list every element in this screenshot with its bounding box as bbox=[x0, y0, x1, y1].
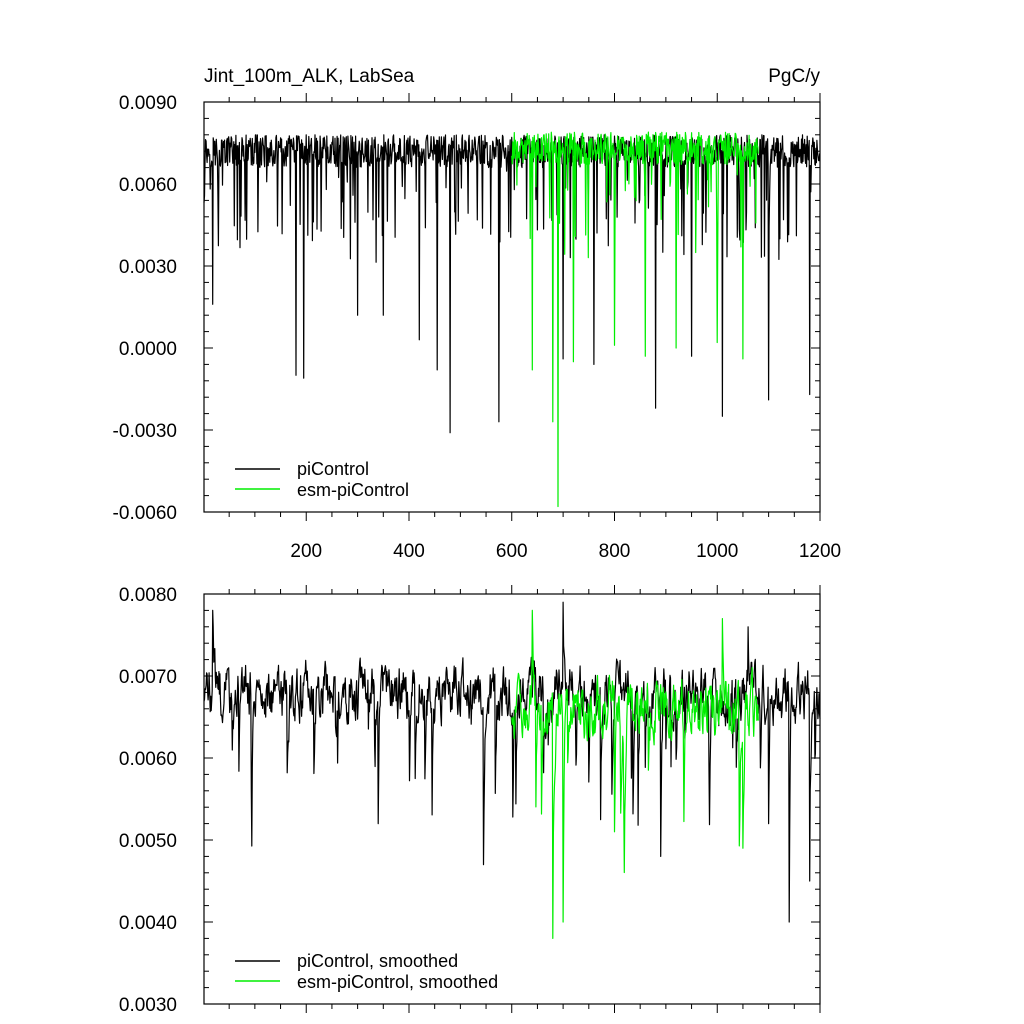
top-panel-series bbox=[203, 131, 821, 508]
x-tick-label: 200 bbox=[290, 541, 322, 562]
x-tick-label: 600 bbox=[496, 541, 528, 562]
x-tick-label: 1000 bbox=[696, 541, 738, 562]
y-tick-label: 0.0000 bbox=[119, 339, 177, 360]
legend-label-esm-picontrol: esm-piControl bbox=[297, 480, 409, 500]
y-tick-label: 0.0030 bbox=[119, 995, 177, 1016]
y-tick-label: 0.0060 bbox=[119, 749, 177, 770]
bottom-panel-series bbox=[203, 601, 821, 940]
series-line-esm-picontrol bbox=[511, 131, 759, 508]
x-tick-label: 800 bbox=[599, 541, 631, 562]
bottom-panel-frame bbox=[203, 593, 821, 1005]
series-line-picontrol-smoothed bbox=[203, 601, 821, 923]
legend-label-esm-picontrol-smoothed: esm-piControl, smoothed bbox=[297, 972, 498, 992]
top-panel: Jint_100m_ALK, LabSea PgC/y -0.0060-0.00… bbox=[113, 66, 842, 562]
top-panel-frame bbox=[203, 101, 821, 513]
legend-label-picontrol: piControl bbox=[297, 459, 369, 479]
top-panel-legend: piControl esm-piControl bbox=[235, 459, 409, 500]
y-tick-label: 0.0080 bbox=[119, 585, 177, 606]
y-tick-label: 0.0050 bbox=[119, 831, 177, 852]
y-tick-label: -0.0030 bbox=[113, 421, 177, 442]
series-line-picontrol bbox=[203, 134, 821, 434]
y-tick-label: -0.0060 bbox=[113, 503, 177, 524]
bottom-panel: 0.0030 0.0040 0.0050 0.0060 0.0070 0.0080 piC… bbox=[119, 585, 821, 1016]
top-panel-units: PgC/y bbox=[768, 66, 820, 87]
y-tick-label: 0.0090 bbox=[119, 93, 177, 114]
top-panel-ticks: -0.0060 -0.0030 0.0000 0.0030 0.0060 0.0090 20… bbox=[113, 93, 841, 562]
x-tick-label: 400 bbox=[393, 541, 425, 562]
y-tick-label: 0.0040 bbox=[119, 913, 177, 934]
x-tick-label: 1200 bbox=[799, 541, 841, 562]
bottom-panel-ticks: 0.0030 0.0040 0.0050 0.0060 0.0070 0.0080 bbox=[119, 585, 821, 1016]
y-tick-label: 0.0060 bbox=[119, 175, 177, 196]
series-line-esm-picontrol-smoothed bbox=[511, 609, 759, 940]
y-tick-label: 0.0070 bbox=[119, 667, 177, 688]
top-panel-title: Jint_100m_ALK, LabSea bbox=[204, 66, 415, 87]
y-tick-label: 0.0030 bbox=[119, 257, 177, 278]
legend-label-picontrol-smoothed: piControl, smoothed bbox=[297, 951, 458, 971]
bottom-panel-legend: piControl, smoothed esm-piControl, smoot… bbox=[235, 951, 498, 992]
